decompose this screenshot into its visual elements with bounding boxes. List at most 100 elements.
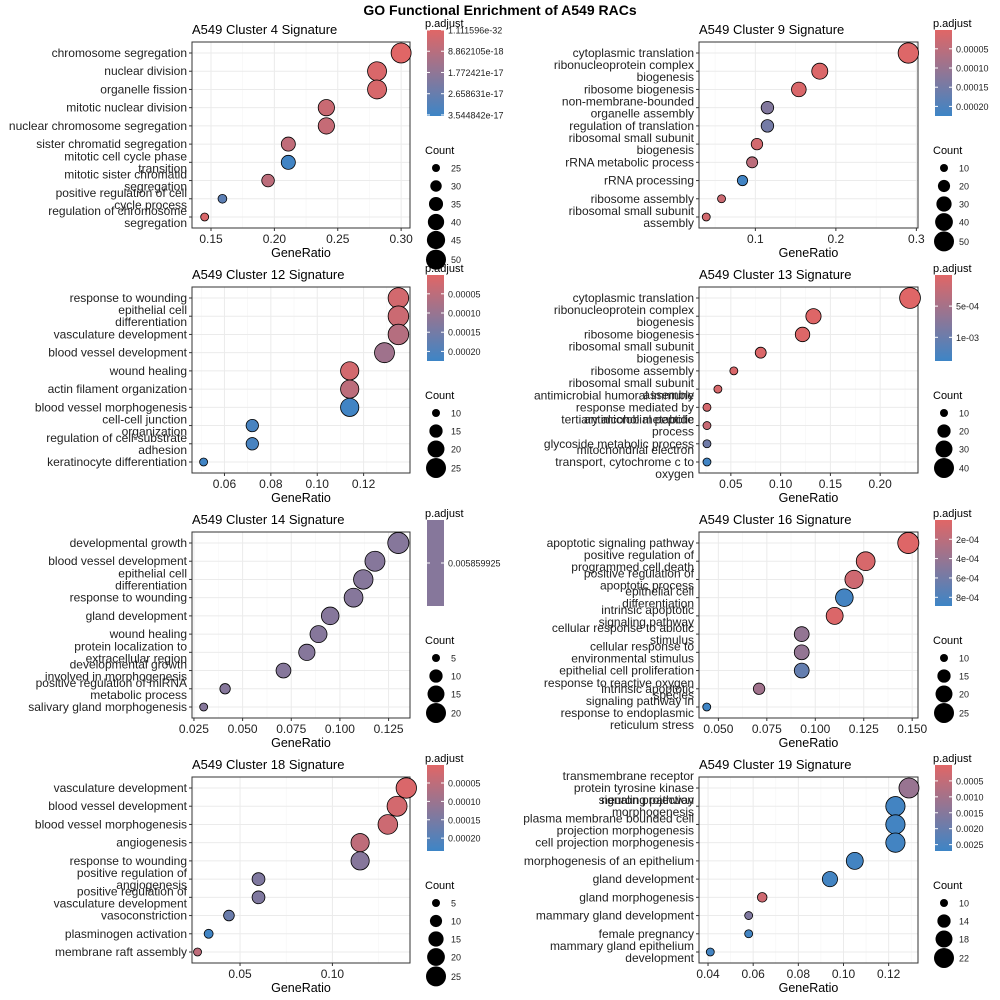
x-axis-label: GeneRatio: [779, 981, 839, 995]
panel-border: [698, 776, 919, 964]
color-legend-label: 0.0025: [956, 840, 984, 850]
data-point: [825, 606, 844, 625]
color-legend-title: p.adjust: [933, 508, 972, 520]
size-legend-dot: [937, 424, 951, 438]
x-axis-label: GeneRatio: [779, 491, 839, 505]
size-legend-label: 10: [451, 409, 461, 419]
data-point: [377, 814, 399, 835]
size-legend-label: 22: [959, 953, 969, 963]
size-legend-label: 30: [451, 182, 461, 192]
panel-4: A549 Cluster 13 Signature cytoplasmic tra…: [534, 263, 979, 505]
data-point: [757, 892, 768, 903]
data-point: [387, 323, 410, 346]
data-point: [280, 154, 296, 170]
data-point: [835, 588, 854, 607]
y-tick-label: chromosome segregation: [52, 46, 187, 60]
panel-title: A549 Cluster 14 Signature: [192, 512, 344, 527]
y-tick-label: ribosomal small subunit assembly: [569, 204, 695, 230]
y-tick-label: ribosome biogenesis: [584, 327, 694, 341]
y-tick-label: tertiary alcohol metabolic process: [561, 413, 694, 439]
data-point: [752, 682, 766, 695]
size-legend-title: Count: [425, 145, 454, 157]
panel-border: [191, 531, 411, 719]
color-legend-title: p.adjust: [425, 753, 464, 765]
size-legend-dot: [427, 440, 445, 458]
size-legend-label: 50: [451, 255, 461, 265]
data-point: [350, 833, 370, 853]
x-tick-label: 0.25: [326, 232, 350, 246]
color-legend-label: 0.00005: [448, 289, 481, 299]
size-legend-title: Count: [933, 880, 962, 892]
data-point: [845, 851, 864, 870]
data-point: [367, 79, 387, 100]
x-tick-label: 0.20: [263, 232, 287, 246]
y-tick-label: glycoside metabolic process: [544, 437, 694, 451]
size-legend-label: 40: [959, 218, 969, 228]
y-tick-label: gland development: [86, 609, 188, 623]
y-tick-label: response to wounding: [70, 291, 187, 305]
size-legend-label: 30: [959, 200, 969, 210]
data-point: [713, 384, 723, 394]
size-legend-dot: [940, 409, 948, 417]
panel-title: A549 Cluster 16 Signature: [699, 512, 851, 527]
x-tick-label: 0.3: [908, 232, 925, 246]
data-point: [353, 569, 374, 590]
data-point: [199, 457, 208, 467]
y-tick-label: cytoplasmic translation: [573, 46, 694, 60]
size-legend-label: 25: [451, 972, 461, 982]
y-tick-label: response to wounding: [70, 854, 187, 868]
panel-title: A549 Cluster 12 Signature: [192, 267, 344, 282]
x-tick-label: 0.025: [179, 722, 209, 736]
data-point: [729, 366, 739, 376]
data-point: [717, 194, 726, 204]
color-legend-label: 0.00010: [448, 309, 481, 319]
color-legend-title: p.adjust: [933, 263, 972, 275]
data-point: [811, 62, 829, 80]
color-legend-title: p.adjust: [933, 753, 972, 765]
data-point: [794, 326, 811, 343]
y-tick-label: epithelial cell proliferation: [559, 664, 694, 678]
color-legend-label: 2.658631e-17: [448, 89, 504, 99]
color-legend-label: 0.00005: [448, 779, 481, 789]
x-tick-label: 0.100: [325, 722, 355, 736]
x-tick-label: 0.10: [321, 967, 345, 981]
color-legend-title: p.adjust: [425, 263, 464, 275]
color-legend-bar: [427, 520, 444, 606]
data-point: [744, 929, 754, 939]
color-legend-label: 0.0020: [956, 824, 984, 834]
data-point: [320, 606, 340, 626]
y-tick-label: mammary gland development: [536, 909, 695, 923]
size-legend-title: Count: [933, 145, 962, 157]
data-point: [203, 928, 214, 939]
panel-border: [698, 41, 919, 229]
y-tick-label: ribonucleoprotein complex biogenesis: [554, 58, 694, 84]
y-tick-label: keratinocyte differentiation: [47, 455, 187, 469]
data-point: [793, 644, 810, 661]
plot-area: [699, 532, 918, 718]
y-tick-label: cytoplasmic translation: [573, 291, 694, 305]
data-point: [885, 796, 906, 817]
data-point: [280, 136, 296, 152]
y-tick-label: positive regulation of programmed cell de…: [571, 548, 694, 574]
data-point: [736, 175, 749, 187]
x-tick-label: 0.08: [787, 967, 811, 981]
size-legend-dot: [934, 702, 954, 723]
x-tick-label: 0.075: [276, 722, 306, 736]
size-legend-dot: [935, 930, 953, 948]
data-point: [386, 795, 408, 817]
color-legend-bar: [935, 275, 952, 361]
size-legend-dot: [426, 249, 446, 270]
x-tick-label: 0.2: [828, 232, 845, 246]
data-point: [364, 550, 386, 572]
x-tick-label: 0.100: [800, 722, 830, 736]
y-tick-label: female pregnancy: [599, 927, 694, 941]
size-legend-dot: [429, 914, 443, 928]
size-legend-dot: [934, 947, 954, 968]
data-point: [897, 42, 919, 64]
y-tick-label: sister chromatid segregation: [36, 137, 187, 151]
x-tick-label: 0.15: [819, 477, 843, 491]
panel-6: A549 Cluster 16 Signature apoptotic signa…: [544, 508, 979, 750]
data-point: [844, 569, 864, 589]
x-tick-label: 0.30: [389, 232, 413, 246]
y-tick-label: nuclear division: [104, 64, 187, 78]
